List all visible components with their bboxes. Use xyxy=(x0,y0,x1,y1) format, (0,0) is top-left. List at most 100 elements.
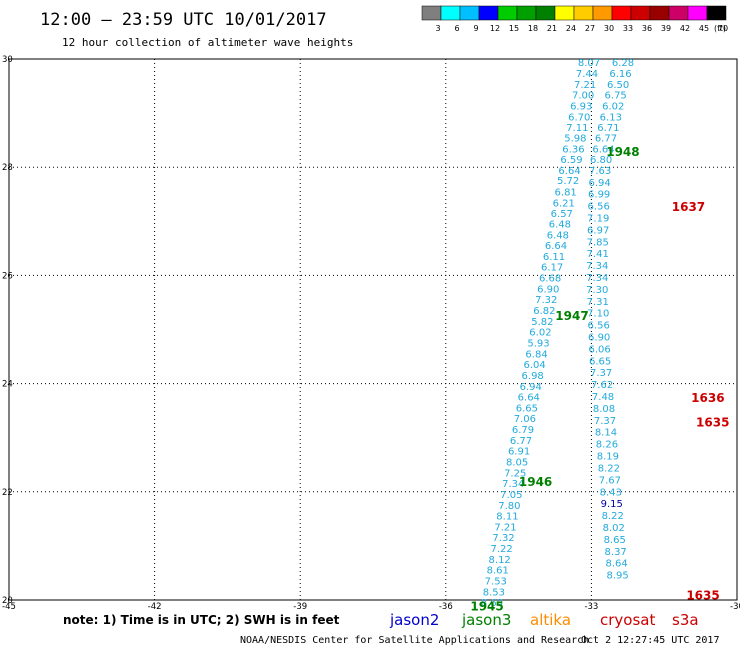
wave-height-label: 6.06 xyxy=(589,344,611,355)
wave-height-label: 6.79 xyxy=(512,425,534,436)
wave-height-label: 6.48 xyxy=(547,230,569,241)
wave-height-values: 8.077.447.217.006.936.707.115.986.366.59… xyxy=(481,58,634,609)
wave-height-label: 7.44 xyxy=(576,69,598,80)
plot-frame xyxy=(8,58,738,601)
wave-height-label: 8.43 xyxy=(600,487,622,498)
color-scale-label: 36 xyxy=(642,24,652,33)
wave-height-label: 6.82 xyxy=(533,306,555,317)
wave-height-label: 6.21 xyxy=(553,198,575,209)
color-scale-label: 9 xyxy=(473,24,478,33)
color-scale-label: 3 xyxy=(435,24,440,33)
y-axis-ticks: 20 22 24 26 28 30 xyxy=(2,55,13,606)
wave-height-label: 6.17 xyxy=(541,263,563,274)
color-swatch xyxy=(573,5,594,21)
wave-height-label: 6.77 xyxy=(595,133,617,144)
wave-height-label: 6.36 xyxy=(562,144,584,155)
pass-time-label: 1947 xyxy=(555,309,588,323)
wave-height-label: 7.80 xyxy=(498,501,520,512)
wave-height-label: 7.19 xyxy=(587,214,609,225)
x-tick-label: -33 xyxy=(584,602,598,612)
color-swatch xyxy=(497,5,518,21)
y-tick-label: 20 xyxy=(2,596,13,606)
color-scale-label: 45 xyxy=(699,24,709,33)
satellite-legend-s3a: s3a xyxy=(672,611,699,629)
wave-height-label: 8.12 xyxy=(489,555,511,566)
footer-agency: NOAA/NESDIS Center for Satellite Applica… xyxy=(240,635,589,646)
wave-height-label: 8.07 xyxy=(578,58,600,69)
wave-height-label: 8.61 xyxy=(487,566,509,577)
y-tick-label: 24 xyxy=(2,380,13,390)
x-tick-label: -30 xyxy=(730,602,740,612)
wave-height-label: 7.85 xyxy=(587,237,609,248)
x-tick-label: -42 xyxy=(148,602,162,612)
wave-height-label: 7.21 xyxy=(574,80,596,91)
wave-height-label: 6.93 xyxy=(570,102,592,113)
wave-height-label: 6.71 xyxy=(597,123,619,134)
color-swatch xyxy=(421,5,442,21)
wave-height-label: 7.48 xyxy=(592,392,614,403)
y-tick-label: 28 xyxy=(2,163,13,173)
pass-time-label: 1948 xyxy=(606,145,639,159)
wave-height-label: 7.67 xyxy=(599,475,621,486)
wave-height-label: 8.22 xyxy=(602,511,624,522)
wave-height-label: 6.99 xyxy=(588,190,610,201)
wave-height-label: 6.02 xyxy=(529,328,551,339)
wave-height-label: 6.16 xyxy=(609,69,631,80)
color-swatch xyxy=(478,5,499,21)
wave-height-label: 8.11 xyxy=(496,512,518,523)
wave-height-label: 7.34 xyxy=(502,479,524,490)
color-scale-unit: (ft) xyxy=(714,24,726,33)
wave-height-label: 7.10 xyxy=(587,309,609,320)
wave-height-label: 5.98 xyxy=(564,133,586,144)
wave-height-label: 7.32 xyxy=(535,295,557,306)
wave-height-label: 6.94 xyxy=(520,382,542,393)
color-swatch xyxy=(649,5,670,21)
wave-height-label: 6.59 xyxy=(560,155,582,166)
x-tick-label: -45 xyxy=(2,602,16,612)
page-subtitle: 12 hour collection of altimeter wave hei… xyxy=(62,36,353,49)
wave-height-label: 6.81 xyxy=(555,188,577,199)
color-scale-label: 30 xyxy=(604,24,614,33)
wave-height-label: 7.06 xyxy=(514,414,536,425)
grid-lines xyxy=(9,59,737,600)
wave-height-label: 8.53 xyxy=(483,587,505,598)
wave-height-label: 6.04 xyxy=(523,360,545,371)
satellite-legend-altika: altika xyxy=(530,611,571,629)
wave-height-label: 6.50 xyxy=(607,80,629,91)
color-scale-label: 21 xyxy=(547,24,557,33)
color-swatch xyxy=(706,5,727,21)
x-axis-ticks: -45 -42 -39 -36 -33 -30 xyxy=(2,602,740,612)
wave-height-label: 9.15 xyxy=(601,499,623,510)
wave-height-label: 6.80 xyxy=(590,155,612,166)
satellite-legend: jason2 jason3 altika cryosat s3a xyxy=(389,611,699,629)
wave-height-label: 7.37 xyxy=(594,416,616,427)
wave-height-label: 7.11 xyxy=(566,123,588,134)
wave-height-label: 7.21 xyxy=(494,522,516,533)
wave-height-label: 7.53 xyxy=(485,577,507,588)
wave-height-label: 6.56 xyxy=(588,202,610,213)
wave-height-label: 5.82 xyxy=(531,317,553,328)
wave-height-label: 8.14 xyxy=(595,428,617,439)
satellite-legend-jason3: jason3 xyxy=(461,611,511,629)
color-scale-label: 15 xyxy=(509,24,519,33)
color-scale-label: 18 xyxy=(528,24,538,33)
wave-height-label: 7.62 xyxy=(591,380,613,391)
wave-height-label: 7.25 xyxy=(504,468,526,479)
color-swatch xyxy=(630,5,651,21)
wave-height-label: 6.84 xyxy=(525,349,547,360)
wave-height-label: 6.13 xyxy=(600,112,622,123)
page-title: 12:00 – 23:59 UTC 10/01/2017 xyxy=(40,10,327,30)
color-swatch xyxy=(535,5,556,21)
wave-height-label: 6.90 xyxy=(537,284,559,295)
wave-height-label: 6.65 xyxy=(516,403,538,414)
wave-height-label: 7.37 xyxy=(590,368,612,379)
color-swatch xyxy=(687,5,708,21)
color-swatch xyxy=(440,5,461,21)
wave-height-label: 6.11 xyxy=(543,252,565,263)
wave-height-label: 6.75 xyxy=(605,91,627,102)
wave-height-label: 7.63 xyxy=(589,166,611,177)
color-swatch xyxy=(554,5,575,21)
wave-height-label: 8.05 xyxy=(506,458,528,469)
plot-area: -45 -42 -39 -36 -33 -30 20 22 24 26 28 30 8.077.44… xyxy=(2,55,740,613)
wave-height-label: 6.64 xyxy=(558,166,580,177)
